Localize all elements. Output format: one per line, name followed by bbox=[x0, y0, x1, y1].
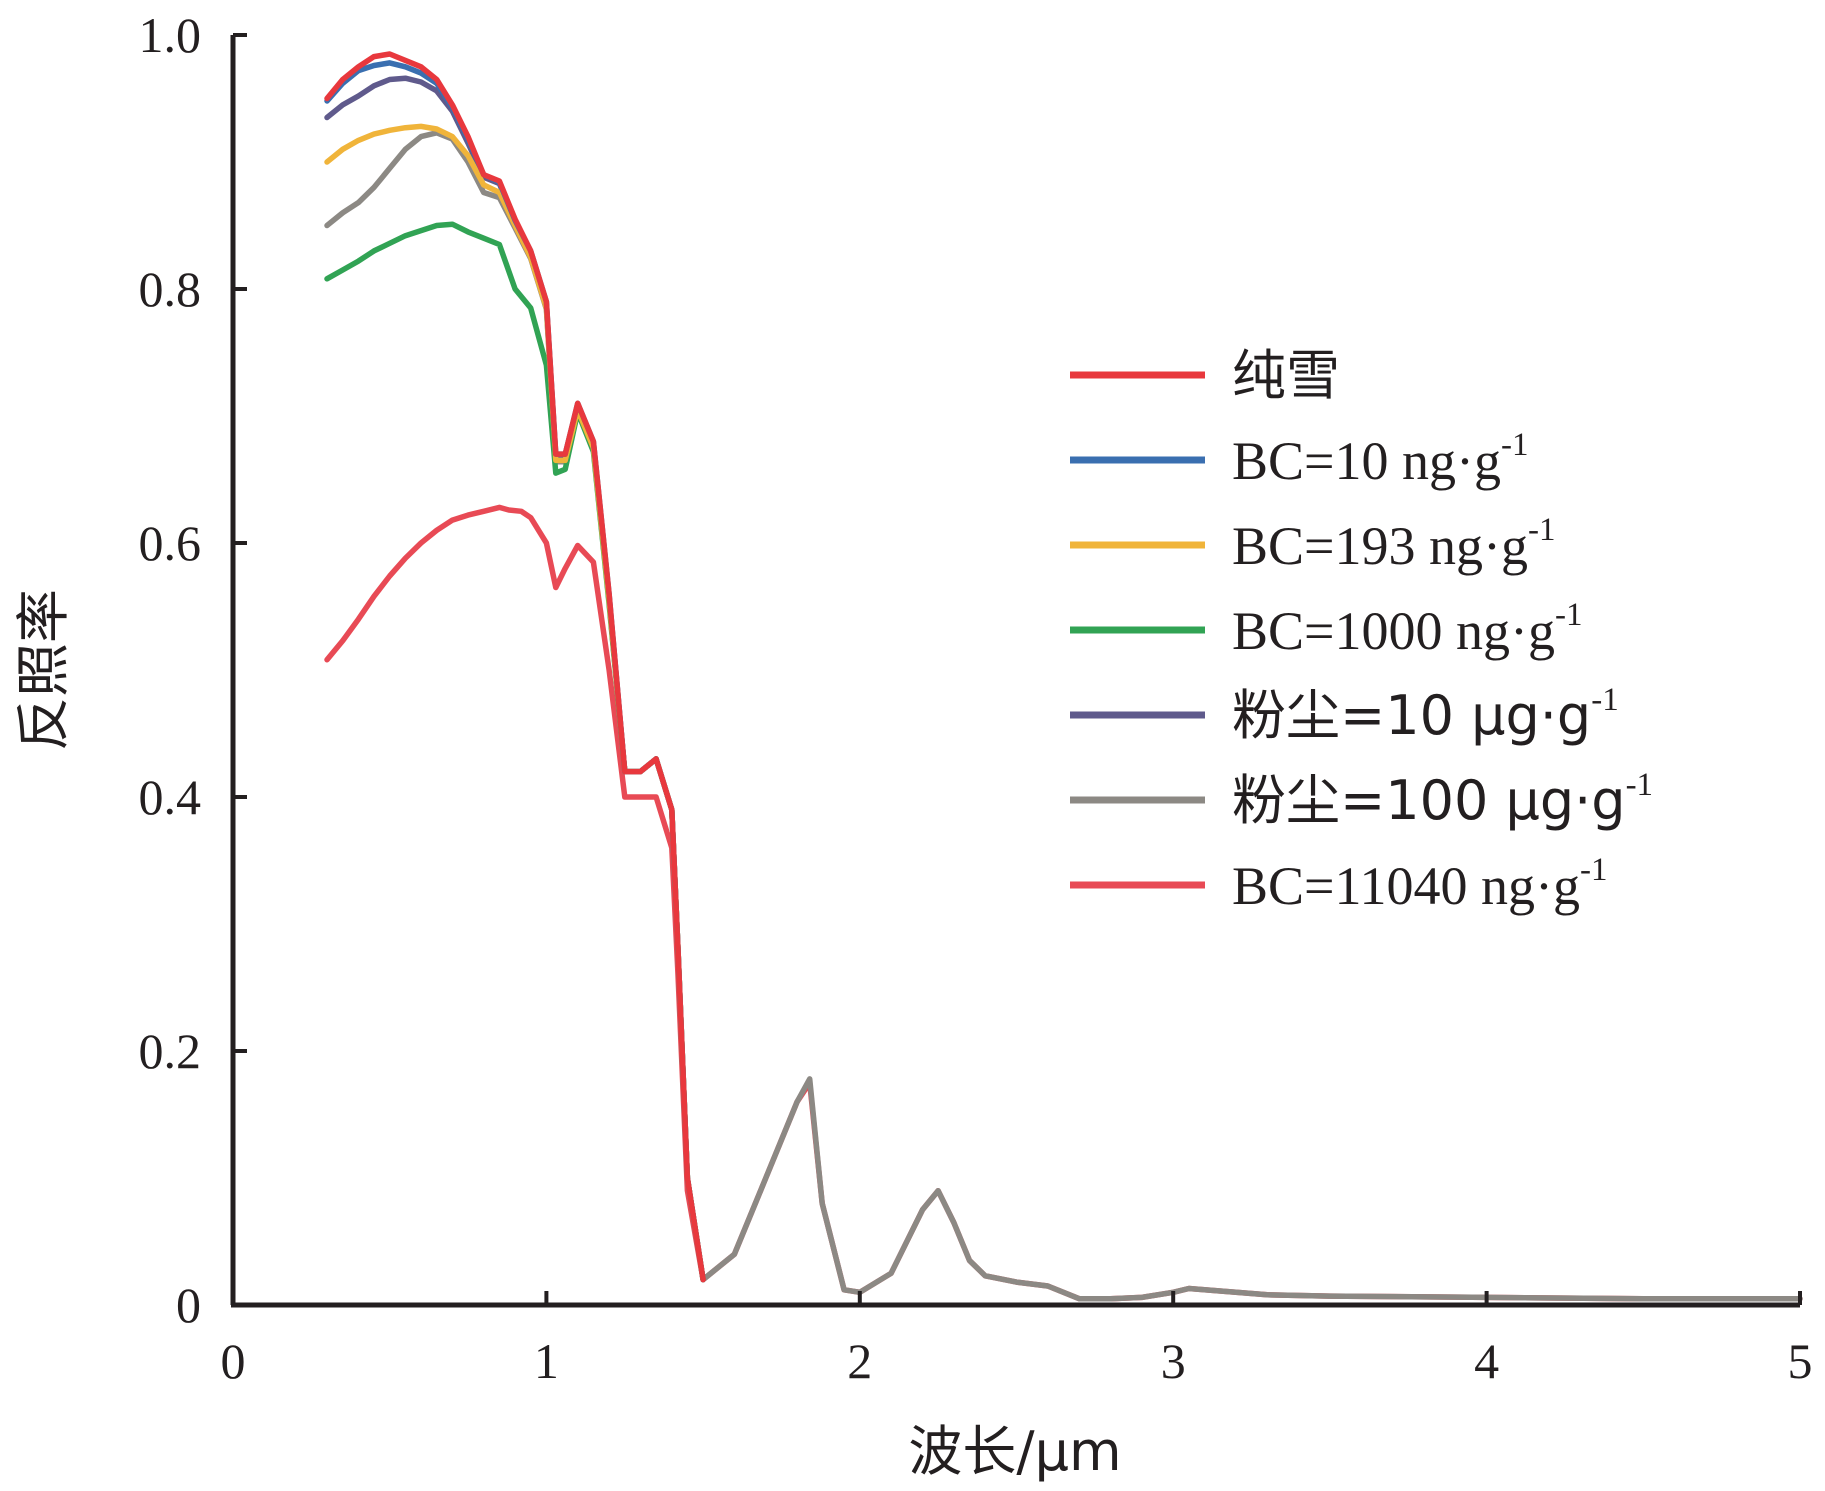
axes-layer bbox=[230, 35, 1800, 1308]
y-tick-label: 0.6 bbox=[139, 515, 202, 571]
legend-label-5: 粉尘=100 μg·g-1 bbox=[1232, 767, 1653, 832]
x-tick-label: 1 bbox=[534, 1333, 559, 1389]
series-layer bbox=[324, 51, 1803, 1302]
series-line-2 bbox=[324, 123, 706, 1283]
legend-label-3: BC=1000 ng·g-1 bbox=[1232, 597, 1582, 661]
series-line-4 bbox=[324, 75, 706, 1283]
y-tick-label: 0.2 bbox=[139, 1023, 202, 1079]
legend-label-0: 纯雪 bbox=[1232, 344, 1340, 407]
series-line-3 bbox=[324, 221, 706, 1283]
x-tick-label: 2 bbox=[847, 1333, 872, 1389]
x-tick-label: 4 bbox=[1474, 1333, 1499, 1389]
y-axis-title: 反照率 bbox=[12, 589, 75, 751]
legend-label-4: 粉尘=10 μg·g-1 bbox=[1232, 682, 1619, 747]
y-tick-label: 1.0 bbox=[139, 7, 202, 63]
legend-label-6: BC=11040 ng·g-1 bbox=[1232, 852, 1607, 916]
y-tick-label: 0.4 bbox=[139, 769, 202, 825]
legend-label-2: BC=193 ng·g-1 bbox=[1232, 512, 1555, 576]
ticks-layer: 0 1 2 3 4 5 0 0.2 0.4 0.6 0.8 1.0 bbox=[139, 7, 1813, 1389]
series-line-5 bbox=[324, 130, 1803, 1302]
series-line-0 bbox=[324, 51, 706, 1283]
y-tick-label: 0 bbox=[176, 1277, 201, 1333]
legend: 纯雪 BC=10 ng·g-1 BC=193 ng·g-1 BC=1000 ng·g-… bbox=[1070, 344, 1653, 916]
legend-label-1: BC=10 ng·g-1 bbox=[1232, 427, 1528, 491]
x-tick-label: 5 bbox=[1788, 1333, 1813, 1389]
y-tick-label: 0.8 bbox=[139, 261, 202, 317]
x-axis-title: 波长/μm bbox=[908, 1420, 1121, 1483]
x-tick-label: 3 bbox=[1161, 1333, 1186, 1389]
x-tick-label: 0 bbox=[221, 1333, 246, 1389]
